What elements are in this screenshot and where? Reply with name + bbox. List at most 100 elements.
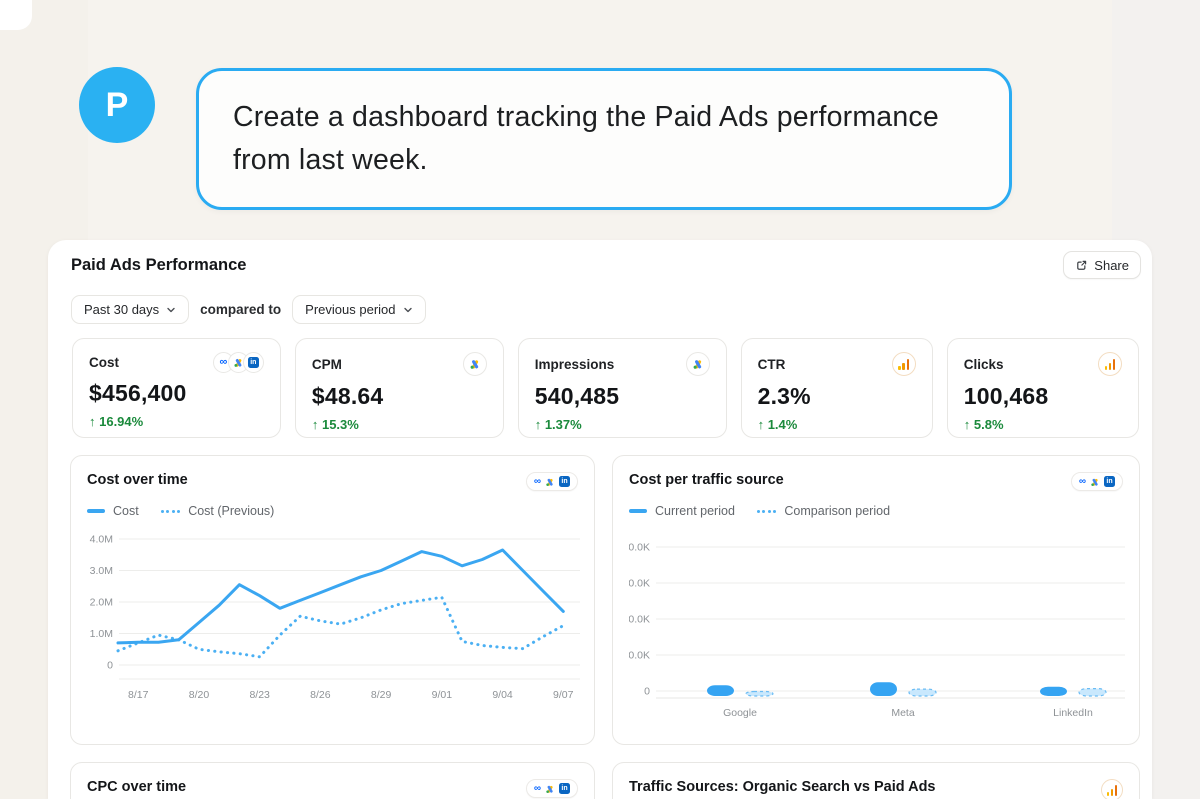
dashboard-card: Paid Ads Performance Share Past 30 days … [48,240,1152,799]
kpi-card-clicks[interactable]: Clicks 100,468 ↑ 5.8% [946,338,1139,438]
comparison-period-bar [1078,688,1107,697]
current-period-bar [707,685,734,696]
platform-icons: ∞ in [525,779,578,798]
y-tick-label: 0 [107,660,113,672]
compared-to-label: compared to [200,302,282,317]
share-button[interactable]: Share [1063,251,1141,279]
linkedin-icon: in [559,783,570,794]
kpi-card-ctr[interactable]: CTR 2.3% ↑ 1.4% [740,338,933,438]
x-tick-label: 8/17 [128,689,149,701]
platform-icons: ∞ in [212,352,264,373]
legend-label: Current period [655,504,735,518]
chevron-down-icon [403,305,413,315]
x-tick-label: 8/20 [189,689,210,701]
chart-legend: Cost Cost (Previous) [87,504,578,518]
cost-line [116,548,565,645]
solid-line-swatch [87,509,105,513]
kpi-change: ↑ 16.94% [89,414,144,429]
legend-label: Cost [113,504,139,518]
kpi-change: ↑ 1.37% [534,417,582,432]
kpi-label: Cost [89,355,119,370]
linkedin-icon: in [559,476,570,487]
google-ads-icon [545,784,555,794]
meta-icon: ∞ [533,475,541,487]
comparison-period-bar [745,690,774,697]
dotted-bar-swatch [756,509,777,513]
chevron-down-icon [166,305,176,315]
x-tick-label: 9/01 [432,689,453,701]
x-tick-label: 8/29 [371,689,392,701]
kpi-label: Impressions [534,356,615,372]
charts-row: Cost over time ∞ in Cost Cost (Previous)… [70,455,1140,745]
analytics-bars-icon [1097,352,1122,376]
background-corner-decoration [0,0,32,30]
linkedin-icon: in [1104,476,1115,487]
analytics-bars-icon [891,352,916,376]
chat-message-text: Create a dashboard tracking the Paid Ads… [233,101,939,176]
google-ads-icon [545,477,555,487]
kpi-change: ↑ 15.3% [311,417,359,432]
user-avatar: P [79,67,155,143]
comparison-period-bar [908,688,937,697]
x-tick-label: 8/26 [310,689,331,701]
cost-over-time-card: Cost over time ∞ in Cost Cost (Previous)… [70,455,595,745]
avatar-initial: P [105,85,129,124]
share-icon [1075,259,1088,272]
x-tick-label: 9/07 [553,689,574,701]
cost-per-traffic-source-card: Cost per traffic source ∞ in Current per… [612,455,1140,745]
kpi-value: $456,400 [89,380,187,406]
dotted-line-swatch [160,509,181,513]
category-label: Google [723,707,757,719]
legend-label: Comparison period [784,504,891,518]
y-tick-label: 30.0K [629,578,650,590]
platform-icons: ∞ in [1070,472,1123,491]
kpi-card-cpm[interactable]: CPM $48.64 ↑ 15.3% [294,338,504,438]
chart-title: CPC over time [87,779,187,795]
cost-previous-line [116,595,565,659]
cost-per-traffic-source-chart: 40.0K 30.0K 20.0K 10.0K 0 Google Meta LinkedIn [623,534,1125,727]
google-ads-icon [462,352,487,376]
category-label: LinkedIn [1053,707,1093,719]
solid-bar-swatch [629,509,647,513]
kpi-label: Clicks [963,356,1004,372]
chart-title: Cost over time [87,472,188,488]
y-tick-label: 40.0K [629,542,650,554]
y-tick-label: 3.0M [90,565,113,577]
date-range-value: Past 30 days [84,302,160,317]
filters-bar: Past 30 days compared to Previous period [71,295,426,324]
date-range-dropdown[interactable]: Past 30 days [71,295,190,324]
category-label: Meta [891,707,915,719]
google-ads-icon [1090,477,1100,487]
analytics-bars-icon [1101,779,1123,799]
dashboard-title: Paid Ads Performance [71,256,247,274]
current-period-bar [870,682,897,696]
y-tick-label: 2.0M [90,597,113,609]
comparison-period-dropdown[interactable]: Previous period [292,295,426,324]
chart-legend: Current period Comparison period [629,504,1123,518]
kpi-label: CPM [311,356,342,372]
platform-icons: ∞ in [525,472,578,491]
traffic-sources-card: Traffic Sources: Organic Search vs Paid … [612,762,1140,799]
y-tick-label: 10.0K [629,650,650,662]
kpi-card-impressions[interactable]: Impressions 540,485 ↑ 1.37% [517,338,727,438]
linkedin-icon: in [242,352,264,373]
kpi-change: ↑ 1.4% [757,417,798,432]
x-tick-label: 9/04 [492,689,513,701]
kpi-value: 100,468 [963,383,1049,409]
y-tick-label: 1.0M [90,628,113,640]
kpi-value: $48.64 [311,383,384,409]
x-tick-label: 8/23 [249,689,270,701]
chart-title: Cost per traffic source [629,472,784,488]
current-period-bar [1040,686,1067,696]
cost-over-time-chart: 4.0M 3.0M 2.0M 1.0M 0 8/17 8/20 8/23 8/26 8/29 9/0… [87,534,580,709]
kpi-row: Cost ∞ in $456,400 ↑ 16.94% CPM $48.64 [72,338,1139,438]
legend-label: Cost (Previous) [188,504,275,518]
share-button-label: Share [1094,257,1129,273]
kpi-value: 2.3% [757,383,811,409]
kpi-card-cost[interactable]: Cost ∞ in $456,400 ↑ 16.94% [72,338,281,438]
bottom-charts-row: CPC over time ∞ in Traffic Sources: Orga… [70,762,1140,799]
y-tick-label: 4.0M [90,534,113,546]
cpc-over-time-card: CPC over time ∞ in [70,762,595,799]
google-ads-icon [685,352,710,376]
chat-message-bubble: Create a dashboard tracking the Paid Ads… [196,68,1012,210]
